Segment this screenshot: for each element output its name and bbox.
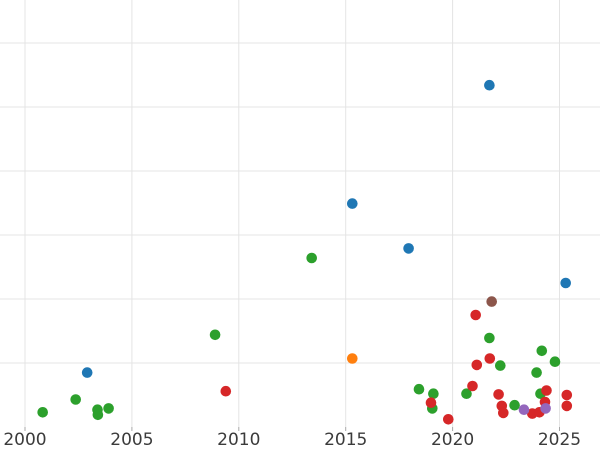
data-point-green — [461, 388, 472, 400]
x-tick-label: 2015 — [324, 430, 367, 450]
data-point-red — [484, 353, 496, 364]
data-point-green — [209, 329, 221, 341]
data-point-green — [509, 399, 520, 411]
data-point-green — [103, 403, 114, 414]
data-point-red — [467, 380, 478, 392]
data-point-red — [561, 400, 573, 412]
data-point-blue — [347, 198, 358, 209]
x-tick-label: 2010 — [217, 430, 260, 450]
data-point-green — [549, 356, 561, 368]
data-point-green — [428, 388, 439, 400]
data-point-green — [531, 367, 542, 378]
data-point-red — [425, 397, 437, 409]
data-point-red — [541, 385, 552, 396]
data-point-orange — [347, 353, 358, 364]
data-point-green — [495, 360, 506, 371]
data-point-green — [484, 332, 495, 344]
data-point-purple — [518, 404, 530, 416]
data-point-blue — [403, 243, 414, 254]
data-point-green — [92, 409, 104, 421]
data-point-red — [220, 385, 232, 397]
data-point-red — [493, 389, 504, 400]
x-tick-label: 2005 — [110, 430, 153, 450]
data-point-red — [443, 414, 454, 425]
data-point-green — [306, 252, 318, 264]
data-point-blue — [484, 79, 495, 91]
data-point-red — [561, 389, 573, 401]
x-tick-label: 2000 — [3, 430, 46, 450]
data-point-red — [470, 309, 482, 321]
data-point-red — [498, 407, 509, 419]
x-tick-label: 2020 — [431, 430, 474, 450]
data-point-green — [37, 407, 48, 418]
x-tick-label: 2025 — [538, 430, 581, 450]
data-point-brown — [486, 296, 498, 307]
data-point-green — [70, 394, 81, 405]
data-point-green — [413, 383, 425, 395]
data-point-blue — [560, 277, 571, 289]
data-point-blue — [81, 367, 93, 378]
data-point-green — [536, 345, 548, 357]
data-point-purple — [540, 403, 551, 414]
data-point-red — [471, 359, 483, 371]
